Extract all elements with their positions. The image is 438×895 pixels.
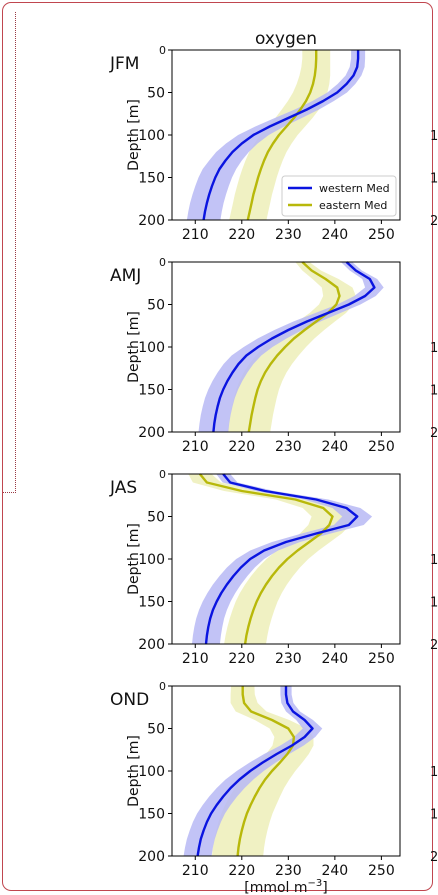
cropped-neighbor-label: 1 xyxy=(430,553,438,568)
ylabel: Depth [m] xyxy=(126,735,142,807)
cropped-neighbor-label: 1 xyxy=(430,384,438,399)
cropped-neighbor-label: 1 xyxy=(430,129,438,144)
xtick-label: 210 xyxy=(182,863,209,879)
cropped-neighbor-label: 1 xyxy=(430,808,438,823)
xtick-label: 240 xyxy=(321,227,348,243)
ytick-label: 0 xyxy=(159,680,166,693)
cropped-neighbor-label: 2 xyxy=(430,214,438,229)
legend-label-western: western Med xyxy=(319,182,390,195)
ylabel: Depth [m] xyxy=(126,99,142,171)
band-eastern-jas xyxy=(188,474,354,644)
cropped-neighbor-label: 2 xyxy=(430,638,438,653)
line-eastern-amj xyxy=(247,261,341,433)
panel-label-jfm: JFM xyxy=(109,54,139,74)
ytick-label: 200 xyxy=(138,849,165,865)
cropped-neighbor-label: 1 xyxy=(430,341,438,356)
xtick-label: 230 xyxy=(275,651,302,667)
ytick-label: 150 xyxy=(138,595,165,611)
line-western-ond xyxy=(196,686,314,857)
line-western-jas xyxy=(204,473,359,645)
chart-title: oxygen xyxy=(255,29,317,49)
line-eastern-ond xyxy=(236,686,296,857)
line-eastern-jas xyxy=(198,473,334,645)
xtick-label: 240 xyxy=(321,863,348,879)
ytick-label: 100 xyxy=(138,128,165,144)
ylabel: Depth [m] xyxy=(126,311,142,383)
band-western-ond xyxy=(183,686,323,856)
ytick-label: 200 xyxy=(138,425,165,441)
ytick-label: 50 xyxy=(147,86,165,102)
ytick-label: 0 xyxy=(159,468,166,481)
cropped-neighbor-label: 2 xyxy=(430,426,438,441)
xtick-label: 230 xyxy=(275,227,302,243)
xtick-label: 220 xyxy=(228,439,255,455)
xtick-label: 210 xyxy=(182,439,209,455)
line-western-jfm xyxy=(202,50,360,221)
legend-label-eastern: eastern Med xyxy=(319,199,387,212)
band-western-jas xyxy=(192,474,373,644)
cropped-neighbor-label: 2 xyxy=(430,850,438,865)
ytick-label: 50 xyxy=(147,510,165,526)
band-western-jfm xyxy=(186,50,366,220)
panel-label-jas: JAS xyxy=(109,478,137,498)
ytick-label: 200 xyxy=(138,637,165,653)
ytick-label: 150 xyxy=(138,383,165,399)
xtick-label: 250 xyxy=(368,439,395,455)
ytick-label: 100 xyxy=(138,764,165,780)
xtick-label: 220 xyxy=(228,227,255,243)
xlabel: [mmol m−3] xyxy=(244,878,328,895)
xtick-label: 210 xyxy=(182,227,209,243)
panel-label-ond: OND xyxy=(110,690,149,710)
xtick-label: 230 xyxy=(275,863,302,879)
cropped-neighbor-label: 1 xyxy=(430,765,438,780)
xtick-label: 220 xyxy=(228,651,255,667)
xtick-label: 220 xyxy=(228,863,255,879)
figure-border xyxy=(2,2,433,891)
band-eastern-amj xyxy=(227,262,356,432)
line-western-amj xyxy=(212,261,376,433)
xtick-label: 250 xyxy=(368,651,395,667)
ytick-label: 150 xyxy=(138,807,165,823)
cropped-neighbor-label: 1 xyxy=(430,596,438,611)
ytick-label: 0 xyxy=(159,44,166,57)
xtick-label: 240 xyxy=(321,651,348,667)
ytick-label: 100 xyxy=(138,552,165,568)
ytick-label: 50 xyxy=(147,722,165,738)
left-edge-strip xyxy=(3,12,16,493)
ytick-label: 0 xyxy=(159,256,166,269)
ytick-label: 200 xyxy=(138,213,165,229)
panel-label-amj: AMJ xyxy=(110,266,141,286)
cropped-neighbor-label: 1 xyxy=(430,172,438,187)
xtick-label: 210 xyxy=(182,651,209,667)
line-eastern-jfm xyxy=(246,50,318,221)
ytick-label: 50 xyxy=(147,298,165,314)
xtick-label: 240 xyxy=(321,439,348,455)
xtick-label: 250 xyxy=(368,863,395,879)
xtick-label: 250 xyxy=(368,227,395,243)
xtick-label: 230 xyxy=(275,439,302,455)
ytick-label: 100 xyxy=(138,340,165,356)
ytick-label: 150 xyxy=(138,171,165,187)
ylabel: Depth [m] xyxy=(126,523,142,595)
